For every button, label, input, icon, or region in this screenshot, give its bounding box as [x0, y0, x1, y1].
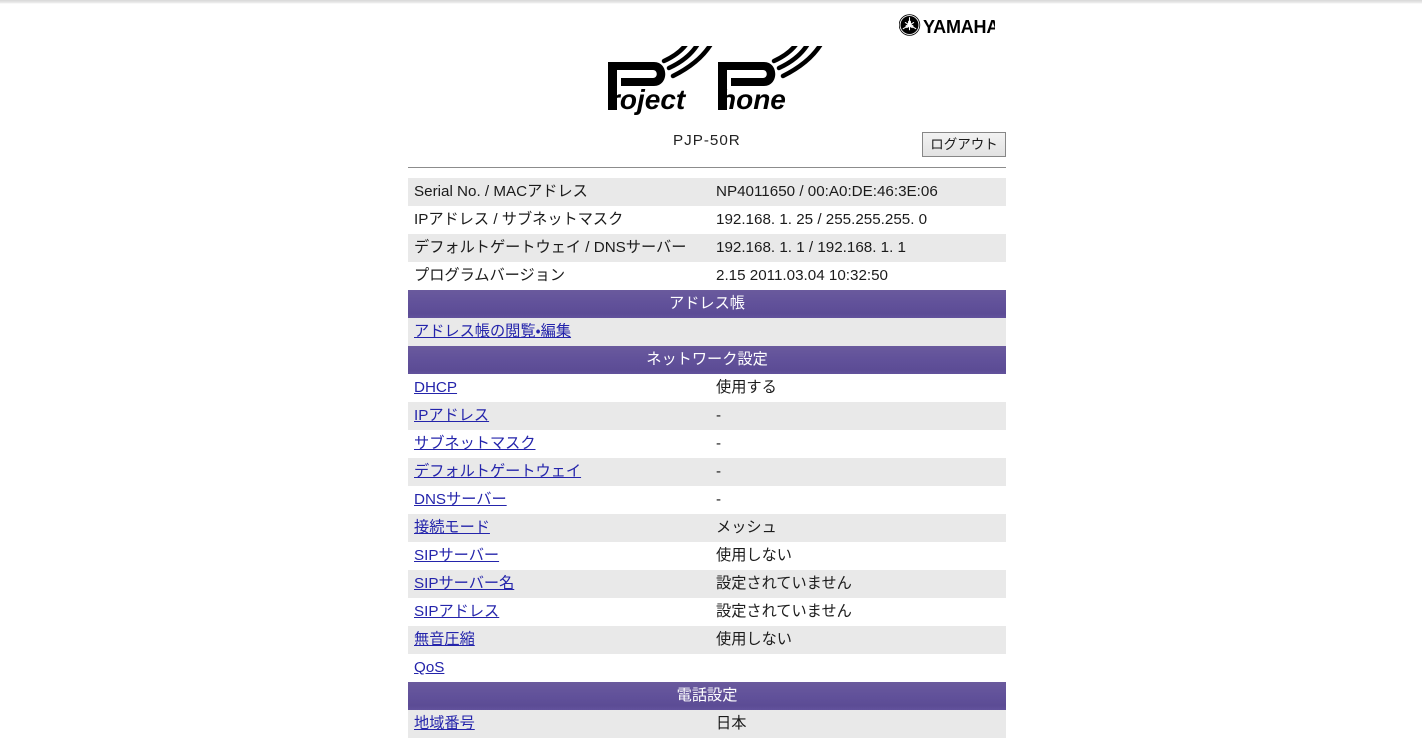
svg-text:roject: roject: [609, 84, 687, 115]
svg-text:hone: hone: [719, 84, 786, 115]
svg-text:YAMAHA: YAMAHA: [923, 17, 995, 37]
